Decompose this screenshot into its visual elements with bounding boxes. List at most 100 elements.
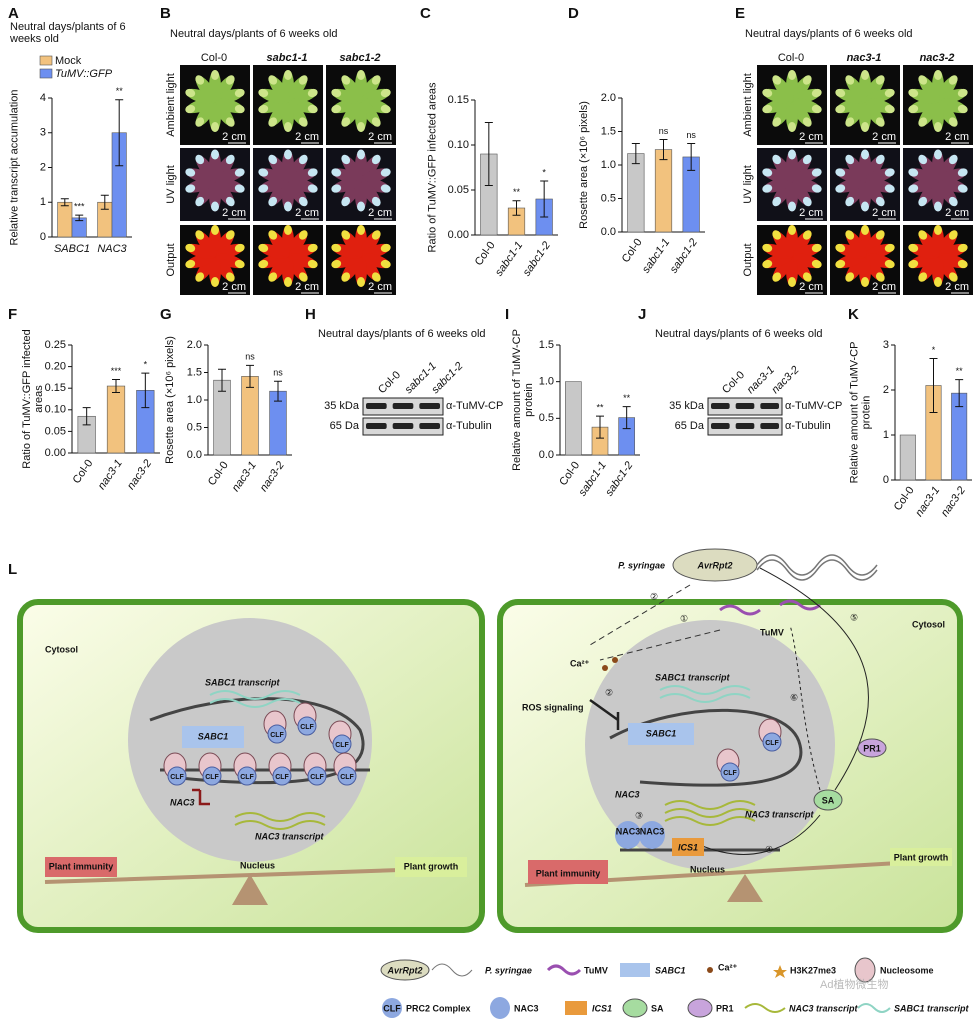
bar (57, 201, 73, 238)
error-bar (100, 194, 109, 210)
error-bar (484, 122, 493, 186)
gene-box (628, 723, 694, 745)
nac3-label: NAC3 (616, 826, 641, 836)
leaf-tip (908, 88, 919, 98)
leaf-tip (948, 154, 958, 165)
leaf-tip (185, 104, 196, 114)
significance-label: ns (273, 368, 283, 378)
legend-label: TuMV::GFP (55, 68, 113, 80)
leaf-tip (802, 75, 812, 85)
significance-label: *** (74, 201, 85, 211)
leaf-tip (908, 243, 919, 253)
scale-label: 2 cm (295, 131, 319, 143)
y-tick-label: 4 (40, 92, 46, 104)
arrow (789, 624, 821, 791)
legend-icon (565, 1001, 587, 1015)
significance-label: ns (245, 352, 255, 362)
column-label: nac3-1 (847, 52, 882, 64)
significance-label: ** (116, 86, 124, 96)
leaf-tip (835, 88, 846, 98)
transcript (659, 685, 751, 703)
leaf-tip (211, 122, 219, 132)
x-tick-label: SABC1 (54, 243, 90, 255)
column-label: nac3-2 (920, 52, 955, 64)
leaf-tip (298, 117, 308, 127)
fulcrum (727, 874, 763, 902)
clf-label: CLF (340, 774, 354, 781)
leaf-tip (357, 277, 365, 287)
row-label: UV light (742, 165, 754, 204)
scale-label: 2 cm (945, 281, 969, 293)
y-tick-label: 0 (883, 474, 889, 486)
leaf-tip (861, 225, 869, 235)
compartment-label: Cytosol (45, 644, 78, 654)
leaf-tip (875, 117, 885, 127)
leaf-tip (298, 75, 308, 85)
panel-letter: K (848, 306, 859, 323)
leaf-tip (225, 154, 235, 165)
x-tick-label: nac3-2 (258, 460, 287, 494)
leaf-tip (258, 259, 269, 269)
clf-label: CLF (170, 774, 184, 781)
growth-label: Plant growth (894, 852, 949, 862)
panel-title: Neutral days/plants of 6 weeks old (170, 28, 338, 40)
y-tick-label: 1.5 (539, 339, 554, 351)
bar (627, 153, 645, 233)
panel-letter: J (638, 306, 646, 323)
x-tick-label: nac3-2 (125, 458, 154, 492)
leaf-tip (211, 149, 219, 160)
leaf-tip (845, 196, 855, 207)
x-tick-label: nac3-2 (939, 485, 968, 519)
x-tick-label: sabc1-2 (668, 237, 700, 276)
lane-label: Col-0 (720, 369, 747, 396)
row-label: Ambient light (165, 73, 177, 137)
leaf-tip (307, 168, 318, 177)
leaf-tip (835, 259, 846, 269)
step-label: ⑥ (790, 692, 798, 702)
y-axis-label: Relative transcript accumulation (8, 89, 20, 246)
legend-swatch (39, 55, 53, 66)
legend-text: SABC1 transcript (894, 1003, 970, 1013)
error-bar (596, 415, 604, 439)
gene-label: NAC3 (615, 789, 640, 799)
y-tick-label: 2.0 (187, 339, 202, 351)
antibody-label: α-TuMV-CP (785, 400, 842, 412)
leaf-tip (258, 243, 269, 253)
x-tick-label: Col-0 (71, 458, 96, 486)
y-tick-label: 0.05 (448, 184, 469, 196)
leaf-tip (268, 230, 278, 240)
panel-letter: H (305, 306, 316, 323)
leaf-tip (861, 122, 869, 132)
pr1 (857, 738, 887, 758)
scale-label: 2 cm (222, 131, 246, 143)
error-bar (246, 364, 254, 388)
y-tick-label: 1.0 (539, 376, 554, 388)
leaf-tip (298, 272, 308, 282)
band (392, 423, 414, 429)
clf-label: CLF (310, 774, 324, 781)
leaf-tip (234, 259, 245, 269)
significance-label: * (144, 359, 148, 369)
leaf-tip (331, 184, 342, 193)
panel-letter: I (505, 306, 509, 323)
leaf-tip (884, 168, 895, 177)
panel-letter: B (160, 5, 171, 22)
panel-letter: E (735, 5, 745, 22)
leaf-tip (934, 277, 942, 287)
leaf-tip (934, 149, 942, 160)
leaf-tip (802, 196, 812, 207)
leaf-tip (185, 184, 196, 193)
transcript (209, 690, 301, 708)
legend-text: AvrRpt2 (386, 965, 422, 975)
leaf-tip (788, 277, 796, 287)
leaf-tip (918, 75, 928, 85)
x-tick-label: Col-0 (892, 485, 917, 513)
legend-text: NAC3 (514, 1003, 539, 1013)
leaf-tip (875, 230, 885, 240)
clf-label: CLF (300, 724, 314, 731)
leaf-tip (884, 104, 895, 114)
prc2 (720, 762, 740, 782)
seesaw (44, 866, 461, 884)
error-bar (112, 379, 120, 394)
panel-letter: G (160, 306, 172, 323)
